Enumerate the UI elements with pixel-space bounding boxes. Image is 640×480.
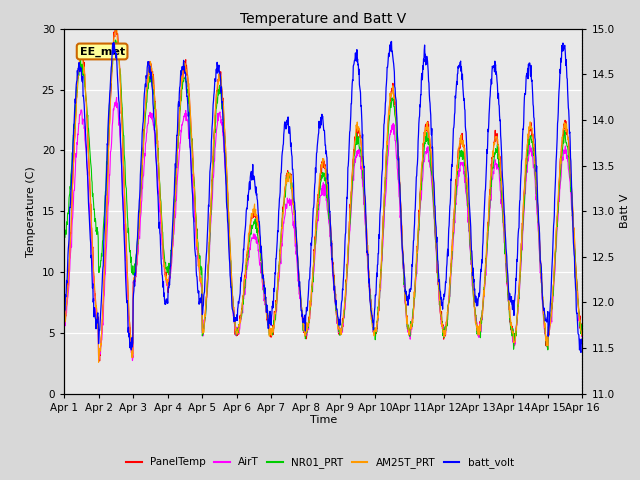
Title: Temperature and Batt V: Temperature and Batt V [240, 12, 406, 26]
Legend: PanelTemp, AirT, NR01_PRT, AM25T_PRT, batt_volt: PanelTemp, AirT, NR01_PRT, AM25T_PRT, ba… [122, 453, 518, 472]
Y-axis label: Temperature (C): Temperature (C) [26, 166, 36, 257]
Y-axis label: Batt V: Batt V [620, 194, 630, 228]
Text: EE_met: EE_met [79, 47, 125, 57]
X-axis label: Time: Time [310, 415, 337, 425]
